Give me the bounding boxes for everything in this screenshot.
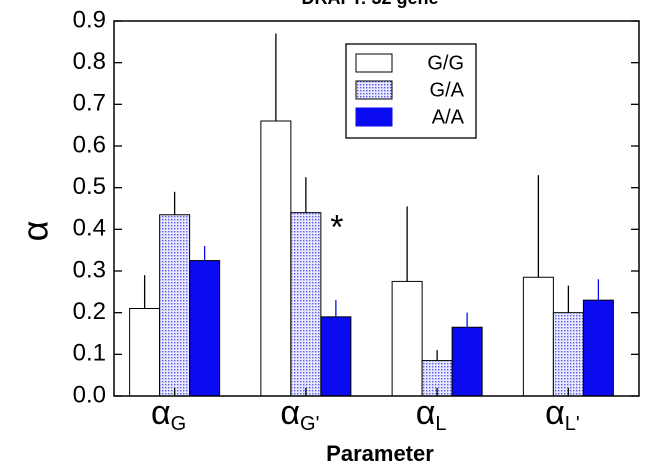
y-axis-ticks: 0.0 0.1 0.2 0.3 0.4 0.5 0.6 0.7 0.8 0.9	[73, 6, 639, 408]
y-tick-label: 0.8	[73, 48, 106, 75]
bar-a-a-2	[451, 326, 483, 397]
bar-g-g-3	[522, 276, 554, 397]
y-tick-label: 0.7	[73, 90, 106, 117]
bar-a-a-3	[582, 299, 614, 397]
bars-group	[129, 120, 614, 397]
legend-swatch-g-a	[355, 80, 393, 100]
x-tick-label-base: α	[280, 394, 300, 432]
x-tick-label-base: α	[545, 394, 565, 432]
y-tick-label: 0.1	[73, 340, 106, 367]
bar-a-a-0	[189, 260, 221, 397]
bar-g-a-1	[290, 212, 322, 397]
legend-label-a-a: A/A	[432, 106, 465, 128]
chart-title: DRAFT: 32 gene	[301, 0, 438, 8]
y-tick-label: 0.3	[73, 256, 106, 283]
significance-asterisk: *	[330, 209, 343, 247]
bar-g-g-1	[260, 120, 292, 397]
error-bars-group	[143, 33, 600, 361]
bar-g-a-0	[159, 214, 191, 397]
legend-label-g-a: G/A	[430, 79, 465, 101]
y-tick-label: 0.6	[73, 131, 106, 158]
x-tick-label-1: αG'	[280, 394, 319, 435]
y-tick-label: 0.5	[73, 173, 106, 200]
legend: G/G G/A A/A	[345, 43, 477, 139]
x-tick-label-base: α	[416, 394, 436, 432]
bar-g-a-3	[552, 312, 584, 397]
x-tick-label-2: αL	[416, 394, 447, 435]
y-tick-label: 0.4	[73, 215, 106, 242]
annotations-group: *	[330, 209, 343, 247]
x-axis-ticks: αG αG' αL αL'	[151, 388, 580, 435]
y-tick-label: 0.9	[73, 6, 106, 33]
x-tick-label-subscript: G	[171, 413, 187, 435]
x-tick-label-subscript: G'	[300, 413, 319, 435]
x-tick-label-subscript: L	[435, 413, 446, 435]
y-tick-label: 0.0	[73, 381, 106, 408]
x-tick-label-3: αL'	[545, 394, 580, 435]
plot-frame	[113, 20, 640, 397]
legend-swatch-g-g	[355, 53, 393, 73]
y-tick-label: 0.2	[73, 298, 106, 325]
x-axis-label: Parameter	[326, 441, 434, 466]
bar-g-g-2	[391, 280, 423, 397]
x-tick-label-subscript: L'	[565, 413, 580, 435]
legend-swatch-a-a	[355, 107, 393, 127]
x-tick-label-base: α	[151, 394, 171, 432]
y-axis-label: α	[15, 221, 56, 242]
x-tick-label-0: αG	[151, 394, 186, 435]
bar-g-g-0	[129, 308, 161, 397]
legend-label-g-g: G/G	[427, 52, 464, 74]
bar-a-a-1	[320, 316, 352, 397]
